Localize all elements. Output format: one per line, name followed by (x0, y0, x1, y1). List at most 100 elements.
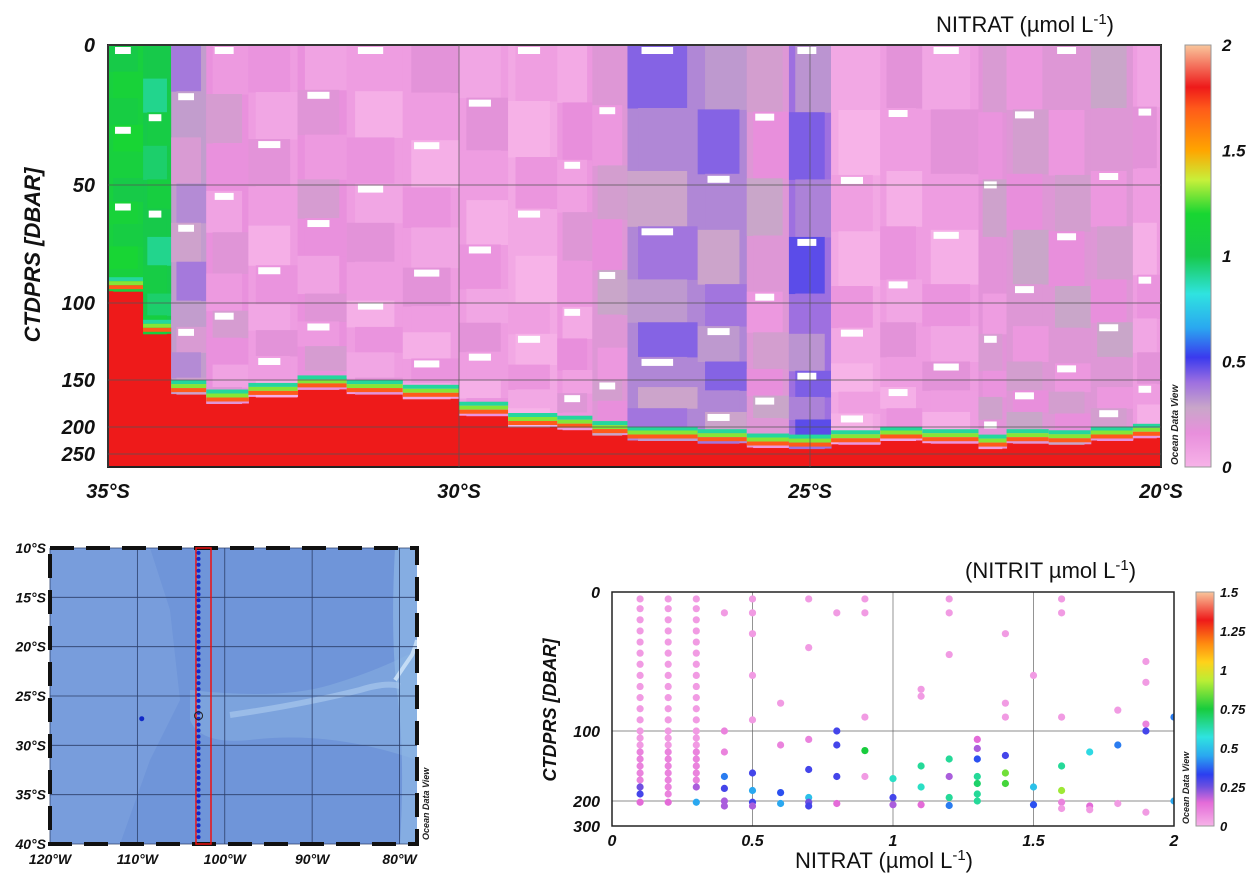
scatter-point (777, 799, 785, 808)
section-cell (982, 293, 1007, 335)
scatter-point (805, 595, 813, 603)
scatter-x-label-sup: -1 (952, 847, 965, 864)
scatter-point (692, 682, 700, 691)
section-gap (1099, 173, 1119, 180)
section-gap (414, 142, 440, 150)
section-cell (206, 273, 243, 312)
section-gap (840, 176, 864, 184)
scatter-point (720, 727, 729, 735)
section-band-red (1132, 431, 1161, 436)
section-gap (214, 312, 234, 320)
section-cell (108, 151, 138, 179)
section-band-yellow (206, 393, 249, 398)
scatter-x-tick: 1 (889, 833, 898, 850)
scatter-point (636, 790, 644, 798)
section-cell (795, 293, 832, 335)
section-y-tick: 50 (73, 175, 95, 197)
section-cell (466, 288, 509, 324)
map-section-box (195, 547, 212, 845)
map-x-ticks: 120°W 110°W 100°W 90°W 80°W (29, 851, 419, 867)
map-y-ticks: 10°S 15°S 20°S 25°S 30°S 35°S 40°S (14, 540, 46, 852)
scatter-y-tick: 200 (572, 794, 600, 811)
scatter-point (1001, 630, 1010, 638)
scatter-point (636, 682, 644, 691)
scatter-point (720, 772, 729, 781)
scatter-x-label: NITRAT (µmol L-1) (795, 847, 973, 873)
section-title-sup: -1 (1093, 11, 1106, 28)
section-gap (1138, 108, 1152, 116)
section-band-green (1090, 426, 1134, 431)
section-cell (838, 231, 881, 287)
section-gap (357, 302, 384, 310)
scatter-y-label: CTDPRS [DBAR] (540, 638, 560, 782)
scatter-point (1142, 720, 1150, 728)
section-cell (838, 391, 881, 414)
section-cell (143, 78, 167, 113)
section-band-red (592, 429, 628, 434)
map-station (196, 769, 201, 774)
section-cell (147, 293, 172, 316)
section-cell (1048, 327, 1085, 364)
section-cell (1090, 171, 1127, 227)
section-cell (697, 229, 740, 285)
scatter-point (720, 797, 729, 805)
section-band-red (402, 392, 460, 397)
section-cell (753, 235, 789, 293)
scatter-point (664, 783, 672, 791)
section-cell (1054, 413, 1091, 433)
map-station (196, 663, 201, 668)
section-cell (746, 368, 783, 397)
scatter-point (833, 727, 841, 735)
scatter-point (636, 727, 644, 735)
scatter-colorbar (1195, 591, 1215, 827)
scatter-point (664, 694, 672, 702)
section-gap (468, 99, 491, 107)
scatter-point (1142, 657, 1150, 666)
section-cell (411, 227, 459, 269)
section-x-tick: 30°S (437, 481, 481, 503)
section-cell (886, 408, 923, 429)
scatter-point (692, 783, 700, 791)
section-cell (638, 108, 698, 172)
section-cell (304, 293, 347, 322)
map-panel: 10°S15°S20°S25°S30°S35°S40°S 120°W 110°W 1… (14, 540, 431, 867)
section-cell (597, 347, 628, 381)
section-cell (113, 178, 144, 203)
scatter-point (861, 772, 869, 781)
section-cell (143, 265, 167, 295)
scatter-title-sup: -1 (1115, 557, 1128, 574)
section-colorbar (1184, 44, 1212, 468)
section-cell (176, 183, 207, 224)
map-station (196, 556, 201, 561)
map-station (196, 621, 201, 626)
scatter-point (1058, 609, 1066, 617)
scatter-colorbar-tick: 0.25 (1220, 780, 1246, 795)
section-cell (838, 109, 881, 176)
section-cell (212, 143, 249, 192)
scatter-point (636, 616, 644, 624)
scatter-point (889, 801, 897, 809)
section-band-yellow (880, 430, 923, 435)
map-station (196, 645, 201, 650)
scatter-point (1058, 798, 1066, 806)
map-watermark: Ocean Data View (421, 767, 431, 840)
section-gap (755, 113, 775, 121)
scatter-point (973, 744, 981, 753)
map-y-tick: 20°S (14, 639, 46, 655)
section-gap (1057, 365, 1077, 373)
section-cell (1012, 326, 1049, 363)
section-cell (411, 306, 459, 333)
section-gap (178, 93, 194, 101)
section-band-red (831, 438, 881, 443)
section-gap (1099, 324, 1119, 332)
map-y-tick: 30°S (15, 737, 46, 753)
scatter-point (945, 801, 953, 810)
section-cell (1132, 106, 1157, 169)
section-cell (788, 396, 825, 420)
section-cell (627, 408, 688, 429)
section-cell (627, 279, 688, 323)
section-band-red (1006, 437, 1050, 442)
section-band-yellow (697, 433, 748, 438)
scatter-y-tick: 0 (591, 585, 600, 602)
scatter-colorbar-tick: 1.25 (1220, 624, 1246, 639)
